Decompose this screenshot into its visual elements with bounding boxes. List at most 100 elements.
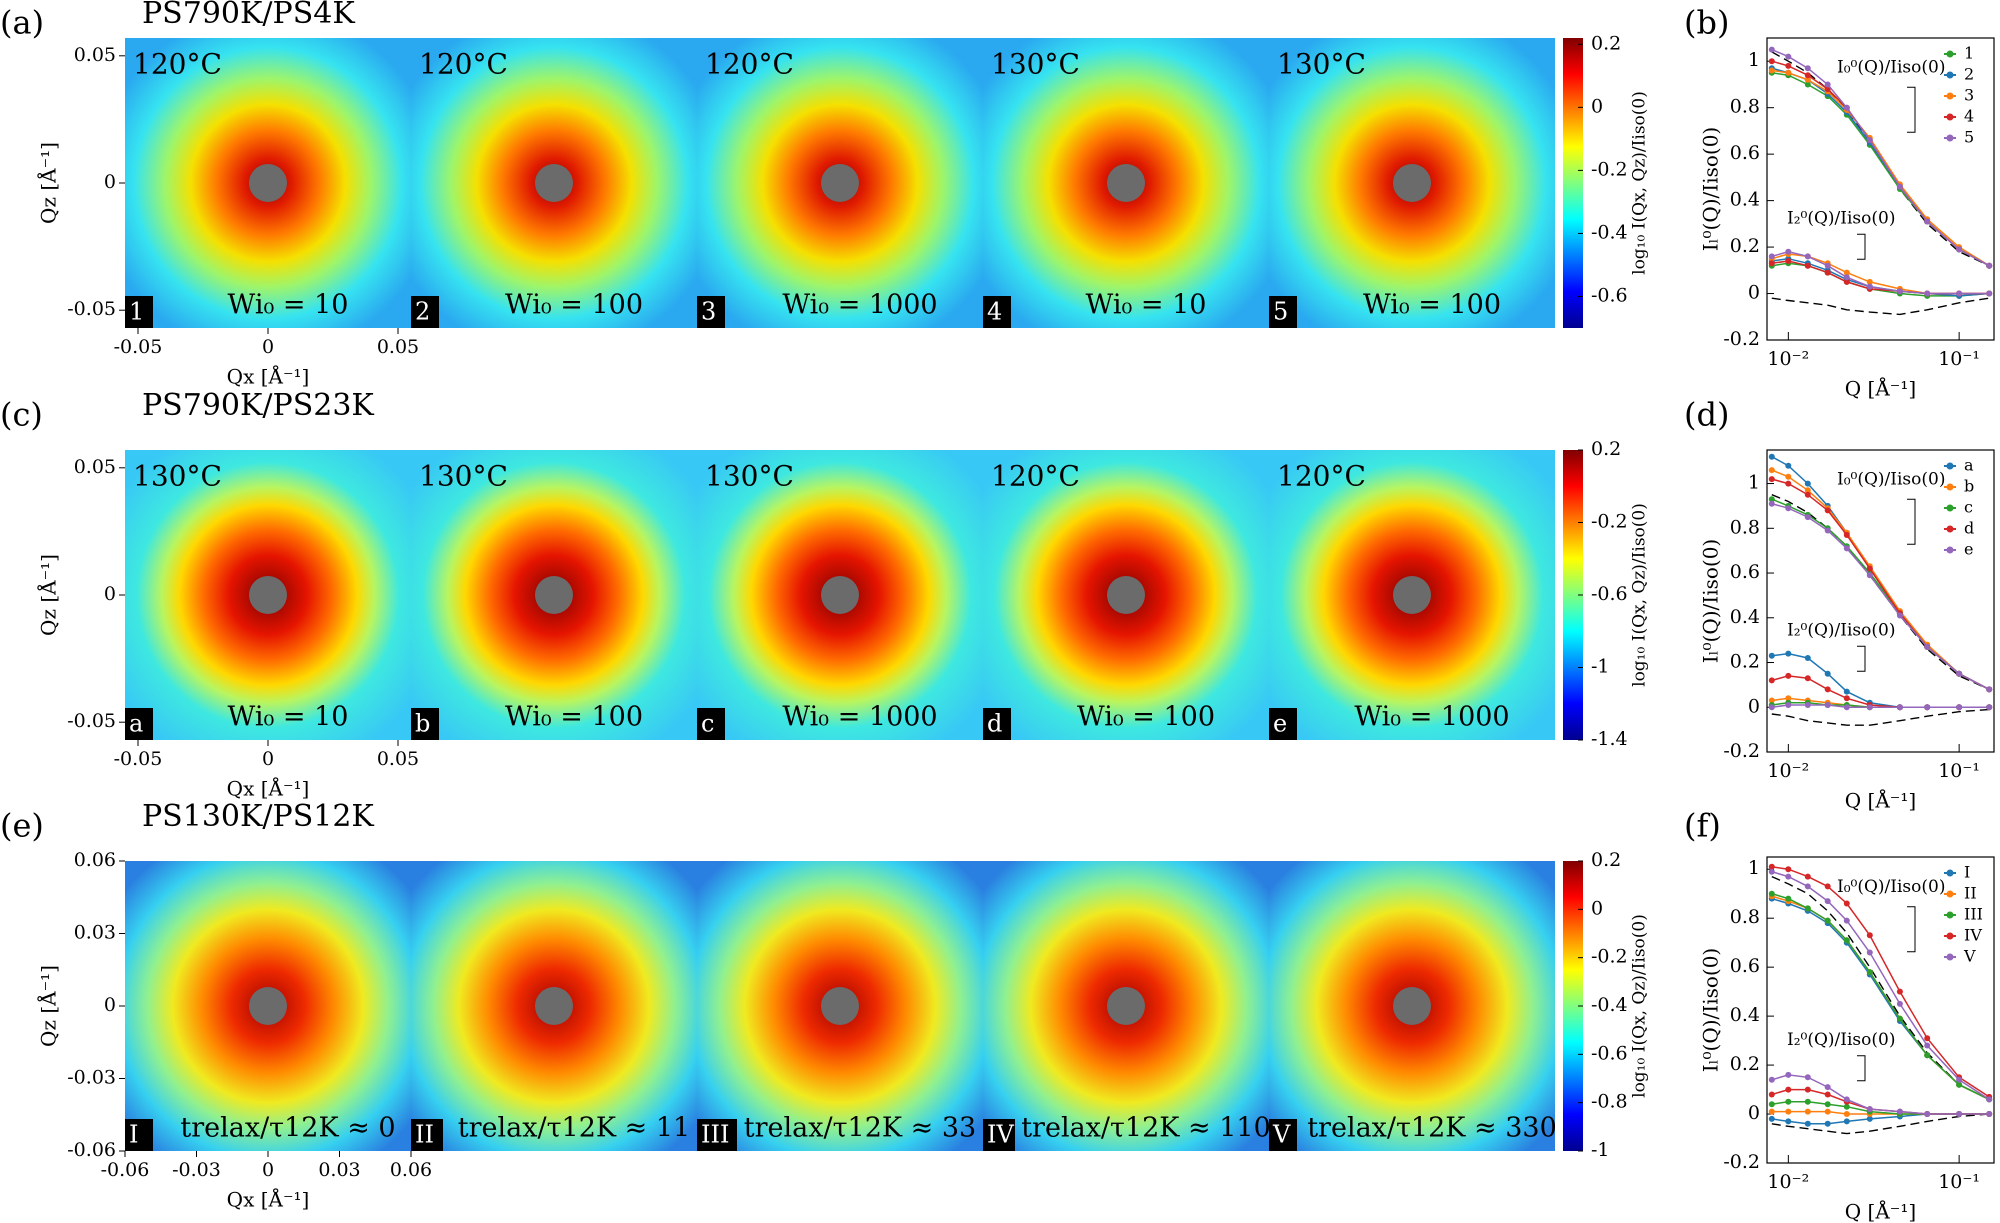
panel-label: (b)	[1684, 4, 1729, 42]
theory-curve	[1771, 494, 1990, 691]
y-tick-label: 1	[1748, 49, 1760, 71]
image-id: 3	[701, 298, 716, 326]
colorbar-tick-label: -0.2	[1591, 158, 1628, 180]
y-tick-label: -0.06	[67, 1139, 116, 1161]
y-axis-label: Qz [Å⁻¹]	[36, 142, 61, 224]
y-tick-label: 0.03	[74, 922, 116, 944]
x-tick-label: 0	[262, 1159, 274, 1181]
annotation-bracket	[1857, 1055, 1866, 1082]
colorbar-tick-label: 0	[1591, 95, 1603, 117]
legend-swatch	[1946, 953, 1954, 961]
annotation: I₂⁰(Q)/Iiso(0)	[1787, 1030, 1895, 1050]
colorbar-tick-label: -1	[1591, 656, 1610, 678]
x-axis-label: Q [Å⁻¹]	[1845, 376, 1916, 401]
id-box	[697, 296, 725, 328]
legend-swatch	[1946, 134, 1954, 142]
series-line	[1768, 58, 1993, 269]
legend-label: 1	[1964, 44, 1974, 63]
colorbar-tick-label: -0.4	[1591, 994, 1628, 1016]
annotation-bracket	[1857, 233, 1866, 260]
beamstop	[249, 164, 287, 202]
theory-curve	[1771, 708, 1990, 726]
condition: trelax/τ12K ≈ 0	[180, 1113, 395, 1144]
y-tick-label: 0.06	[74, 849, 116, 871]
panel-label: (d)	[1684, 396, 1729, 434]
condition: Wi₀ = 10	[1086, 290, 1207, 321]
series-line	[1768, 248, 1993, 297]
condition: Wi₀ = 10	[228, 290, 349, 321]
colorbar-tick-label: -0.4	[1591, 221, 1628, 243]
y-tick-label: -0.05	[67, 298, 116, 320]
id-box	[411, 708, 439, 740]
id-box	[983, 1119, 1015, 1151]
x-axis-label: Qx [Å⁻¹]	[227, 776, 310, 801]
legend-label: I	[1964, 863, 1970, 882]
temperature: 120°C	[991, 460, 1080, 493]
series-line	[1768, 453, 1993, 693]
y-tick-label: 0.4	[1730, 1004, 1760, 1026]
y-axis-label: Qz [Å⁻¹]	[36, 965, 61, 1047]
y-axis-label: Iₗ⁰(Q)/Iiso(0)	[1699, 539, 1723, 663]
condition: trelax/τ12K ≈ 33	[744, 1113, 976, 1144]
y-axis-label: Qz [Å⁻¹]	[36, 554, 61, 636]
legend-swatch	[1946, 462, 1954, 470]
colorbar-tick-label: -0.6	[1591, 1042, 1628, 1064]
series-line	[1768, 702, 1993, 711]
condition: Wi₀ = 10	[228, 702, 349, 733]
legend-label: II	[1964, 884, 1977, 903]
y-tick-label: 0.2	[1730, 651, 1760, 673]
condition: trelax/τ12K ≈ 110	[1021, 1113, 1271, 1144]
y-tick-label: 0.8	[1730, 96, 1760, 118]
panel-label: (a)	[0, 4, 44, 42]
series-line	[1768, 260, 1993, 299]
theory-curve	[1771, 297, 1990, 316]
image-id: II	[415, 1121, 434, 1149]
id-box	[411, 296, 439, 328]
id-box	[125, 708, 153, 740]
x-tick-label: -0.06	[101, 1159, 150, 1181]
legend-label: 3	[1964, 86, 1974, 105]
legend-swatch	[1946, 483, 1954, 491]
legend-label: 2	[1964, 65, 1974, 84]
beamstop	[1393, 164, 1431, 202]
y-tick-label: 0.2	[1730, 235, 1760, 257]
condition: Wi₀ = 1000	[782, 290, 937, 321]
y-tick-label: 0	[104, 171, 116, 193]
legend-swatch	[1946, 525, 1954, 533]
y-tick-label: -0.05	[67, 710, 116, 732]
image-id: IV	[987, 1121, 1014, 1149]
x-tick-label: 0.05	[377, 748, 419, 770]
beamstop	[1393, 576, 1431, 614]
x-tick-label: 0.06	[390, 1159, 432, 1181]
colorbar-tick-label: 0.2	[1591, 32, 1621, 54]
legend-swatch	[1946, 504, 1954, 512]
y-tick-label: 0.8	[1730, 516, 1760, 538]
colorbar-label: log₁₀ I(Qx, Qz)/Iiso(0)	[1630, 914, 1650, 1098]
y-tick-label: 0	[104, 583, 116, 605]
annotation: I₀⁰(Q)/Iiso(0)	[1837, 470, 1945, 490]
x-tick-label: -0.03	[172, 1159, 221, 1181]
colorbar-tick-label: 0.2	[1591, 438, 1621, 460]
temperature: 120°C	[419, 48, 508, 81]
image-id: b	[415, 710, 430, 738]
temperature: 120°C	[133, 48, 222, 81]
series-line	[1768, 863, 1993, 1100]
x-tick-label: 10⁻¹	[1938, 760, 1980, 782]
y-tick-label: 0	[1748, 282, 1760, 304]
condition: Wi₀ = 100	[505, 290, 643, 321]
colorbar-tick-label: -1.4	[1591, 728, 1628, 750]
id-box	[1269, 708, 1297, 740]
y-tick-label: 0.6	[1730, 561, 1760, 583]
condition: Wi₀ = 100	[505, 702, 643, 733]
legend-swatch	[1946, 546, 1954, 554]
series-line	[1768, 893, 1993, 1103]
panel-title: PS790K/PS4K	[142, 0, 355, 31]
y-tick-label: 1	[1748, 857, 1760, 879]
colorbar	[1563, 38, 1583, 328]
series-line	[1768, 1111, 1993, 1127]
legend-label: e	[1964, 540, 1973, 559]
image-id: III	[701, 1121, 729, 1149]
colorbar-tick-label: -0.6	[1591, 284, 1628, 306]
y-tick-label: 0.05	[74, 456, 116, 478]
